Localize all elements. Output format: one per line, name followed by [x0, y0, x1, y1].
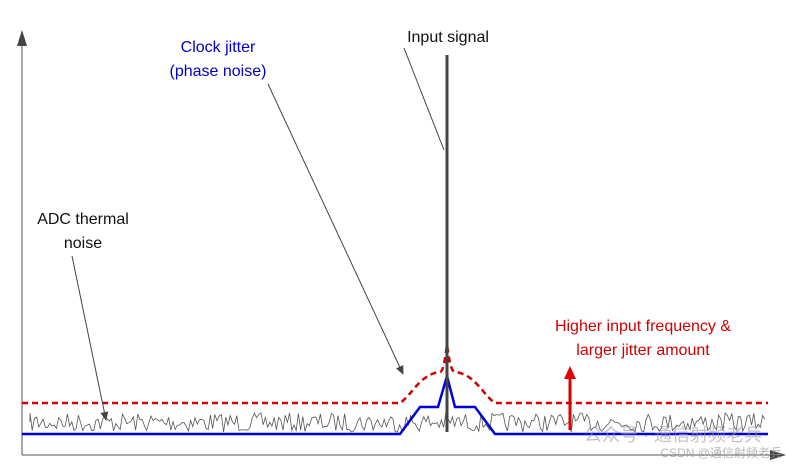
- y-axis-arrow: [17, 30, 27, 46]
- label: noise: [64, 235, 102, 252]
- leader: [71, 255, 109, 421]
- thermal-noise: [29, 412, 766, 433]
- x-axis-arrow: [770, 450, 786, 460]
- watermark: CSDN @通信射频老兵: [660, 445, 782, 460]
- label: Input signal: [407, 29, 489, 46]
- label: Higher input frequency &: [555, 318, 731, 335]
- label: Clock jitter: [181, 39, 256, 56]
- label: ADC thermal: [37, 211, 129, 228]
- leader: [267, 83, 404, 375]
- label: (phase noise): [170, 63, 267, 80]
- leader: [403, 47, 445, 151]
- watermark: 公众号 · 通信射频老兵: [584, 425, 762, 445]
- label: larger jitter amount: [576, 342, 710, 359]
